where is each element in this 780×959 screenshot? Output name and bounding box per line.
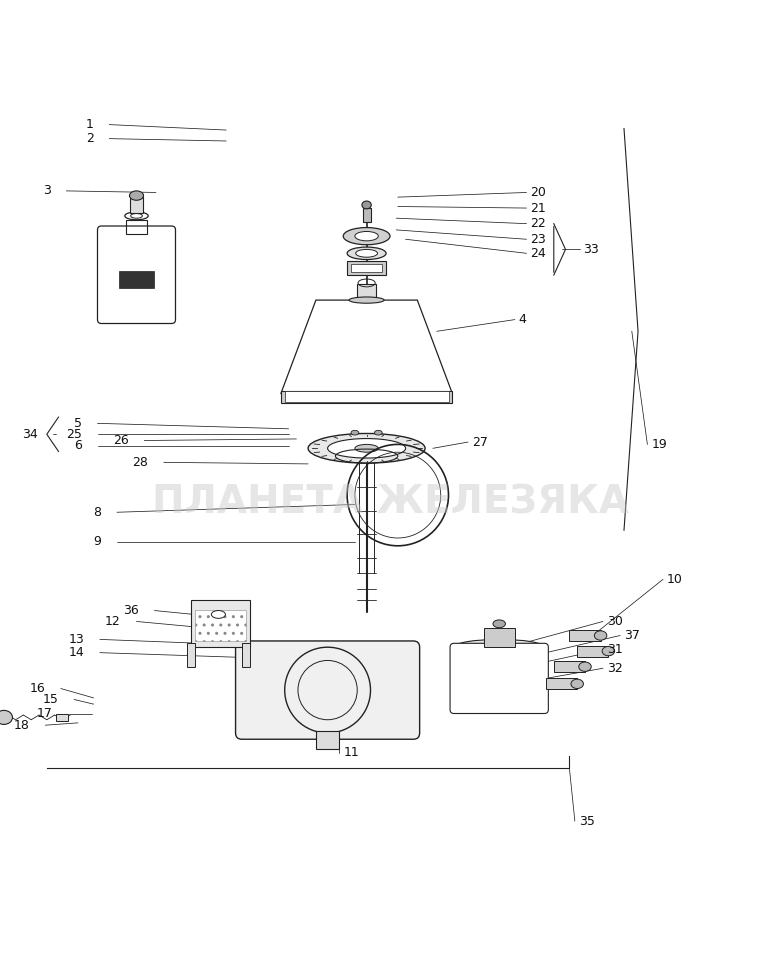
FancyBboxPatch shape bbox=[450, 643, 548, 713]
Text: 1: 1 bbox=[86, 118, 94, 131]
Text: 10: 10 bbox=[667, 573, 682, 586]
Ellipse shape bbox=[493, 620, 505, 628]
Bar bbox=[569, 630, 601, 641]
Ellipse shape bbox=[356, 249, 378, 257]
Bar bbox=[281, 391, 452, 403]
Bar bbox=[56, 713, 68, 721]
Text: 2: 2 bbox=[86, 132, 94, 145]
Text: 26: 26 bbox=[113, 434, 129, 447]
Ellipse shape bbox=[349, 297, 385, 303]
Text: 15: 15 bbox=[43, 693, 58, 706]
Bar bbox=[191, 600, 250, 647]
Bar bbox=[484, 628, 515, 647]
Ellipse shape bbox=[594, 631, 607, 641]
Text: 21: 21 bbox=[530, 201, 546, 215]
Ellipse shape bbox=[308, 433, 425, 463]
Ellipse shape bbox=[347, 247, 386, 260]
Ellipse shape bbox=[351, 431, 359, 435]
Ellipse shape bbox=[0, 711, 12, 724]
Bar bbox=[242, 643, 250, 667]
Ellipse shape bbox=[571, 679, 583, 689]
Text: 5: 5 bbox=[74, 417, 82, 430]
Text: 27: 27 bbox=[472, 435, 488, 449]
Ellipse shape bbox=[211, 611, 225, 619]
Text: 30: 30 bbox=[607, 615, 622, 628]
Text: 13: 13 bbox=[69, 633, 84, 646]
FancyBboxPatch shape bbox=[236, 641, 420, 739]
Text: 17: 17 bbox=[37, 707, 53, 720]
Bar bbox=[119, 271, 154, 289]
Text: 28: 28 bbox=[133, 456, 148, 469]
Text: 22: 22 bbox=[530, 217, 546, 230]
Text: 23: 23 bbox=[530, 233, 546, 246]
Bar bbox=[546, 678, 577, 690]
Text: 14: 14 bbox=[69, 646, 84, 659]
Text: 3: 3 bbox=[43, 184, 51, 198]
Text: 6: 6 bbox=[74, 439, 82, 453]
Bar bbox=[130, 198, 143, 213]
Text: 25: 25 bbox=[66, 428, 82, 441]
Bar bbox=[126, 220, 147, 234]
Text: 8: 8 bbox=[94, 505, 101, 519]
Ellipse shape bbox=[579, 662, 591, 671]
Bar bbox=[357, 285, 376, 298]
Text: 24: 24 bbox=[530, 246, 546, 260]
Bar bbox=[347, 261, 386, 275]
Text: 18: 18 bbox=[14, 718, 30, 732]
Bar bbox=[577, 645, 608, 657]
Bar bbox=[285, 391, 448, 402]
Text: 32: 32 bbox=[607, 662, 622, 675]
Text: 11: 11 bbox=[343, 746, 359, 759]
Text: 16: 16 bbox=[30, 682, 45, 695]
Ellipse shape bbox=[374, 431, 382, 435]
Ellipse shape bbox=[454, 640, 544, 655]
Text: 20: 20 bbox=[530, 186, 546, 199]
FancyBboxPatch shape bbox=[98, 226, 176, 323]
Ellipse shape bbox=[355, 444, 378, 453]
Bar bbox=[195, 610, 246, 641]
Bar bbox=[187, 643, 195, 667]
Text: ПЛАНЕТА ЖЕЛЕЗЯКА: ПЛАНЕТА ЖЕЛЕЗЯКА bbox=[151, 484, 629, 522]
Bar bbox=[554, 662, 585, 672]
Text: 4: 4 bbox=[519, 313, 526, 326]
Text: 37: 37 bbox=[624, 629, 640, 642]
Text: 36: 36 bbox=[123, 604, 139, 617]
Ellipse shape bbox=[362, 201, 371, 209]
Text: 31: 31 bbox=[607, 643, 622, 656]
Ellipse shape bbox=[129, 191, 144, 200]
Ellipse shape bbox=[602, 646, 615, 656]
Bar bbox=[351, 265, 382, 272]
Polygon shape bbox=[281, 300, 452, 394]
Ellipse shape bbox=[343, 227, 390, 245]
Text: 33: 33 bbox=[583, 243, 599, 256]
Text: 9: 9 bbox=[94, 535, 101, 549]
Text: 19: 19 bbox=[651, 438, 667, 451]
Bar bbox=[363, 208, 370, 222]
Bar bbox=[316, 732, 339, 749]
Text: 35: 35 bbox=[579, 814, 594, 828]
Text: 34: 34 bbox=[22, 428, 37, 441]
Ellipse shape bbox=[355, 231, 378, 241]
Text: 12: 12 bbox=[105, 615, 121, 628]
Ellipse shape bbox=[328, 438, 406, 458]
